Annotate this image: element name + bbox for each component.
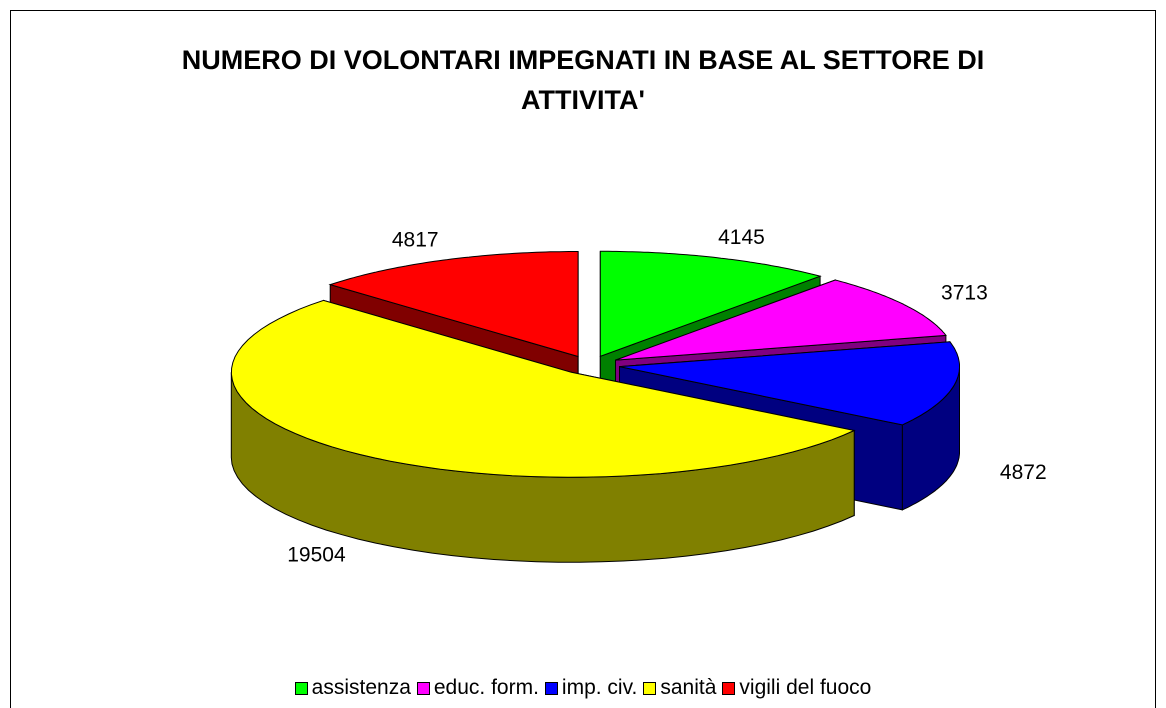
chart-title: NUMERO DI VOLONTARI IMPEGNATI IN BASE AL… [181,45,985,115]
slice-top [615,279,947,361]
data-label: 4872 [1000,461,1047,484]
legend-item: assistenza [294,676,411,700]
pie-slice [230,299,856,563]
legend: assistenza educ. form. imp. civ. sanità vigi… [0,676,1166,700]
legend-swatch [416,681,430,695]
legend-label: sanità [660,676,717,699]
legend-swatch [722,681,736,695]
legend-item: sanità [643,676,716,700]
data-label: 4817 [392,229,439,252]
legend-label: assistenza [311,676,411,699]
data-label: 19504 [287,543,346,566]
legend-label: vigili del fuoco [739,676,872,699]
slice-top [599,250,822,358]
legend-swatch [544,681,558,695]
slice-top [619,341,960,426]
legend-label: imp. civ. [561,676,638,699]
legend-label: educ. form. [433,676,539,699]
data-label: 3713 [941,282,988,305]
legend-swatch [643,681,657,695]
data-label: 4145 [718,226,765,249]
chart-border [10,10,1156,708]
legend-swatch [294,681,308,695]
legend-item: educ. form. [416,676,539,700]
legend-item: imp. civ. [544,676,638,700]
slice-top [230,299,856,478]
slice-top [328,251,579,358]
legend-item: vigili del fuoco [722,676,871,700]
